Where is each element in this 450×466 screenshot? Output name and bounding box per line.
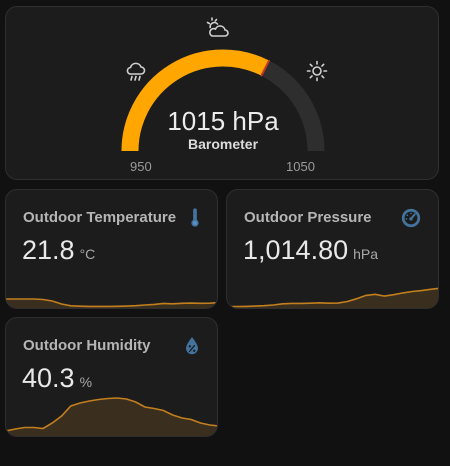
sparkline-line (6, 397, 217, 432)
gauge-icon (401, 208, 421, 228)
pressure-history-sparkline (227, 287, 438, 308)
sparkline-line (6, 298, 217, 308)
humidity-history-sparkline (6, 397, 217, 436)
sparkline-area (6, 299, 217, 308)
outdoor-humidity-card[interactable]: Outdoor Humidity 40.3% (5, 317, 218, 437)
gauge-needle-marker (260, 59, 271, 77)
thermometer-icon (191, 208, 199, 227)
outdoor-pressure-card[interactable]: Outdoor Pressure 1,014.80 hPa (226, 189, 439, 309)
outdoor-temperature-card[interactable]: Outdoor Temperature 21.8 °C (5, 189, 218, 309)
gauge-needle (260, 59, 271, 77)
rain-cloud-icon (126, 62, 146, 81)
sensor-value: 21.8 (22, 235, 75, 265)
sensor-value: 1,014.80 (243, 235, 349, 265)
barometer-card[interactable]: 1015 hPa Barometer 950 1050 (5, 6, 439, 180)
sensor-unit: hPa (353, 246, 379, 262)
water-percent-icon (186, 337, 198, 355)
sparkline-line (227, 287, 438, 308)
gauge-min-label: 950 (130, 159, 152, 174)
partly-cloudy-icon (206, 17, 229, 37)
barometer-label: Barometer (187, 136, 259, 152)
sun-icon (306, 60, 328, 82)
sparkline-area (227, 288, 438, 308)
temperature-history-sparkline (6, 298, 217, 308)
sensor-name: Outdoor Pressure (244, 209, 372, 226)
sensor-unit: % (79, 374, 93, 390)
sensor-name: Outdoor Temperature (23, 209, 177, 226)
gauge-max-label: 1050 (286, 159, 315, 174)
sensor-value: 40.3 (22, 363, 75, 393)
sensor-unit: °C (79, 246, 96, 262)
barometer-gauge (121, 49, 325, 152)
sensor-name: Outdoor Humidity (23, 337, 151, 354)
sparkline-area (6, 398, 217, 436)
barometer-value: 1015 hPa (167, 106, 279, 136)
gauge-value-arc (121, 49, 270, 152)
